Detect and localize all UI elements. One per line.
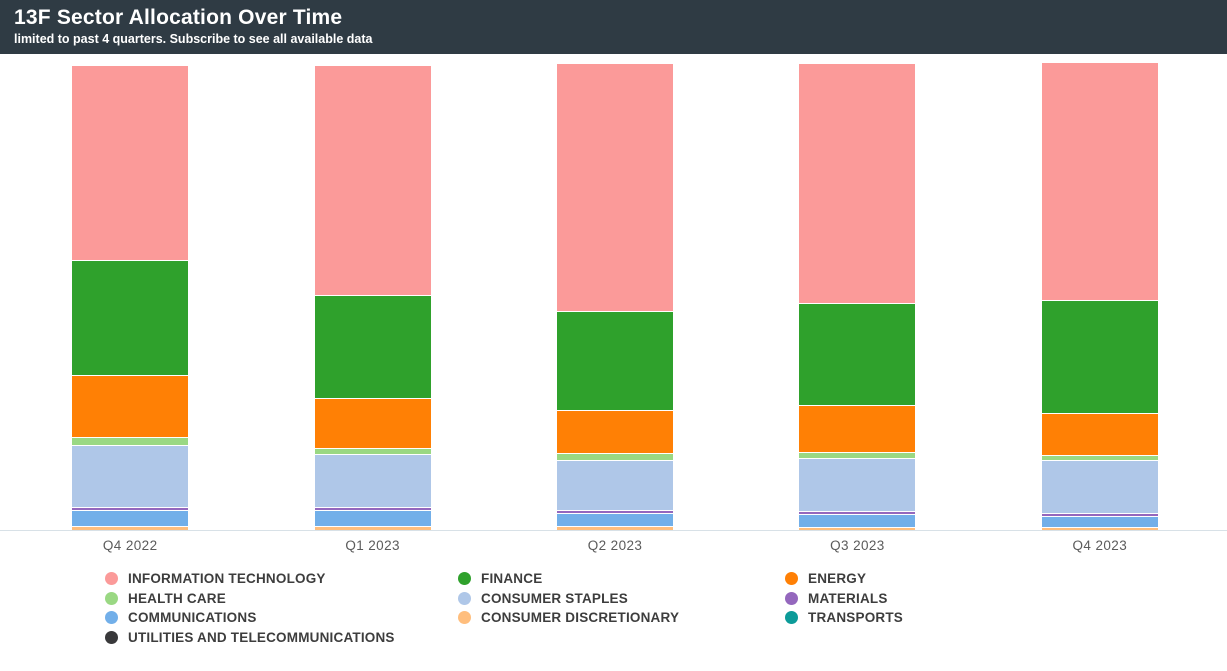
segment-consumer-discretionary[interactable] bbox=[314, 526, 431, 530]
legend-color-dot-transports bbox=[785, 611, 798, 625]
segment-health-care[interactable] bbox=[1041, 454, 1158, 461]
segment-energy[interactable] bbox=[799, 404, 916, 452]
segment-energy[interactable] bbox=[314, 398, 431, 449]
x-tick-label-q3-2023: Q3 2023 bbox=[830, 538, 885, 553]
segment-finance[interactable] bbox=[72, 260, 189, 375]
page-subtitle: limited to past 4 quarters. Subscribe to… bbox=[14, 32, 373, 46]
segment-consumer-discretionary[interactable] bbox=[1041, 527, 1158, 530]
segment-communications[interactable] bbox=[1041, 515, 1158, 527]
bar-column-q4-2023 bbox=[979, 62, 1221, 530]
stacked-bar-q4-2023[interactable] bbox=[1041, 62, 1158, 530]
legend-item-energy[interactable]: ENERGY bbox=[785, 571, 1227, 586]
segment-energy[interactable] bbox=[72, 374, 189, 438]
legend-label: UTILITIES AND TELECOMMUNICATIONS bbox=[128, 629, 395, 645]
segment-consumer-staples[interactable] bbox=[1041, 460, 1158, 513]
segment-energy[interactable] bbox=[557, 410, 674, 454]
segment-finance[interactable] bbox=[557, 310, 674, 411]
segment-health-care[interactable] bbox=[799, 451, 916, 458]
segment-consumer-discretionary[interactable] bbox=[72, 525, 189, 530]
x-tick-label-q2-2023: Q2 2023 bbox=[587, 538, 643, 553]
legend-color-dot-materials bbox=[785, 591, 798, 605]
legend-label: MATERIALS bbox=[808, 590, 888, 606]
segment-communications[interactable] bbox=[314, 509, 431, 527]
segment-consumer-discretionary[interactable] bbox=[799, 526, 916, 530]
segment-consumer-discretionary[interactable] bbox=[557, 526, 674, 530]
segment-health-care[interactable] bbox=[557, 453, 674, 460]
segment-information-technology[interactable] bbox=[72, 65, 189, 261]
stacked-bar-q3-2023[interactable] bbox=[799, 64, 916, 530]
legend-color-dot-consumer-staples bbox=[458, 591, 471, 605]
segment-health-care[interactable] bbox=[72, 437, 189, 446]
legend-label: INFORMATION TECHNOLOGY bbox=[128, 571, 326, 587]
segment-materials[interactable] bbox=[72, 507, 189, 511]
legend-item-communications[interactable]: COMMUNICATIONS bbox=[105, 610, 458, 625]
segment-finance[interactable] bbox=[314, 295, 431, 399]
legend-color-dot-information-technology bbox=[105, 572, 118, 586]
segment-information-technology[interactable] bbox=[1041, 62, 1158, 300]
legend-item-transports[interactable]: TRANSPORTS bbox=[785, 610, 1227, 625]
page-title: 13F Sector Allocation Over Time bbox=[14, 6, 343, 29]
legend-label: TRANSPORTS bbox=[808, 610, 904, 626]
segment-health-care[interactable] bbox=[314, 448, 431, 455]
legend-item-consumer-discretionary[interactable]: CONSUMER DISCRETIONARY bbox=[458, 610, 785, 625]
legend-item-utilities-and-telecommunications[interactable]: UTILITIES AND TELECOMMUNICATIONS bbox=[105, 630, 458, 645]
x-tick-label-q4-2022: Q4 2022 bbox=[102, 538, 158, 553]
legend-label: HEALTH CARE bbox=[128, 590, 226, 606]
legend-label: ENERGY bbox=[808, 571, 867, 587]
legend-label: CONSUMER STAPLES bbox=[481, 590, 628, 606]
legend-color-dot-health-care bbox=[105, 591, 118, 605]
x-tick-label-q1-2023: Q1 2023 bbox=[345, 538, 400, 553]
segment-information-technology[interactable] bbox=[799, 64, 916, 304]
segment-consumer-staples[interactable] bbox=[799, 457, 916, 512]
segment-materials[interactable] bbox=[314, 506, 431, 510]
segment-finance[interactable] bbox=[1041, 299, 1158, 413]
legend-label: CONSUMER DISCRETIONARY bbox=[481, 610, 680, 626]
segment-energy[interactable] bbox=[1041, 412, 1158, 455]
x-axis-labels: Q4 2022 Q1 2023 Q2 2023 Q3 2023 Q4 2023 bbox=[0, 538, 1227, 553]
legend-color-dot-finance bbox=[458, 572, 471, 586]
legend-color-dot-communications bbox=[105, 611, 118, 625]
bar-column-q3-2023 bbox=[736, 64, 978, 530]
legend-item-health-care[interactable]: HEALTH CARE bbox=[105, 591, 458, 606]
legend-color-dot-consumer-discretionary bbox=[458, 611, 471, 625]
bar-column-q4-2022 bbox=[9, 65, 251, 530]
stacked-bar-q4-2022[interactable] bbox=[72, 65, 189, 530]
legend-item-information-technology[interactable]: INFORMATION TECHNOLOGY bbox=[105, 571, 458, 586]
legend-label: COMMUNICATIONS bbox=[128, 610, 257, 626]
legend-item-consumer-staples[interactable]: CONSUMER STAPLES bbox=[458, 591, 785, 606]
segment-consumer-staples[interactable] bbox=[314, 454, 431, 507]
legend-color-dot-energy bbox=[785, 572, 798, 586]
segment-materials[interactable] bbox=[1041, 512, 1158, 516]
legend-item-materials[interactable]: MATERIALS bbox=[785, 591, 1227, 606]
legend-color-dot-utilities-and-telecommunications bbox=[105, 630, 118, 644]
segment-materials[interactable] bbox=[557, 509, 674, 513]
stacked-bar-chart bbox=[0, 62, 1227, 531]
segment-consumer-staples[interactable] bbox=[557, 459, 674, 510]
chart-legend: INFORMATION TECHNOLOGY FINANCE ENERGY HEALT… bbox=[105, 569, 1227, 647]
segment-information-technology[interactable] bbox=[314, 65, 431, 296]
segment-information-technology[interactable] bbox=[557, 64, 674, 311]
bar-column-q1-2023 bbox=[251, 65, 493, 530]
segment-communications[interactable] bbox=[557, 512, 674, 527]
segment-communications[interactable] bbox=[799, 514, 916, 527]
stacked-bar-q1-2023[interactable] bbox=[314, 65, 431, 530]
segment-communications[interactable] bbox=[72, 510, 189, 526]
legend-item-finance[interactable]: FINANCE bbox=[458, 571, 785, 586]
bar-column-q2-2023 bbox=[494, 64, 736, 530]
segment-consumer-staples[interactable] bbox=[72, 445, 189, 508]
stacked-bar-q2-2023[interactable] bbox=[557, 64, 674, 530]
segment-finance[interactable] bbox=[799, 303, 916, 405]
x-tick-label-q4-2023: Q4 2023 bbox=[1072, 538, 1128, 553]
segment-materials[interactable] bbox=[799, 511, 916, 515]
legend-label: FINANCE bbox=[481, 571, 543, 587]
chart-header: 13F Sector Allocation Over Time limited … bbox=[0, 0, 1227, 54]
